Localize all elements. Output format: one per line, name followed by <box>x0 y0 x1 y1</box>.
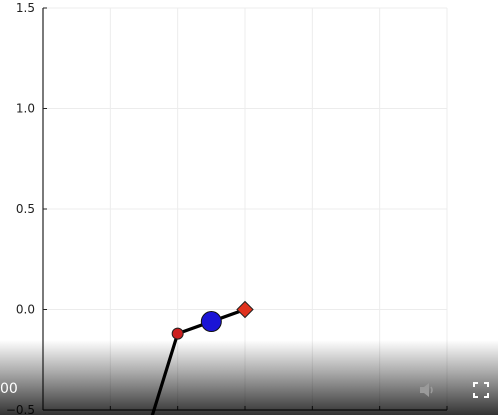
fullscreen-icon[interactable] <box>470 379 492 401</box>
y-tick-label-4: −0.5 <box>6 403 35 415</box>
chart-grid <box>42 7 448 411</box>
y-tick-label-2: 0.5 <box>16 202 35 216</box>
chart-series <box>150 300 254 415</box>
y-tick-label-0: 1.5 <box>16 1 35 15</box>
y-tick-label-3: 0.0 <box>16 303 35 317</box>
speaker-icon[interactable] <box>416 379 438 401</box>
y-tick-label-1: 1.0 <box>16 102 35 116</box>
joint-point-0 <box>171 327 184 340</box>
y-tick-labels: 1.5 1.0 0.5 0.0 −0.5 <box>6 1 35 415</box>
video-time-label: 00 <box>0 381 18 397</box>
mass-point-1 <box>200 311 222 333</box>
end-effector-point <box>236 300 254 319</box>
